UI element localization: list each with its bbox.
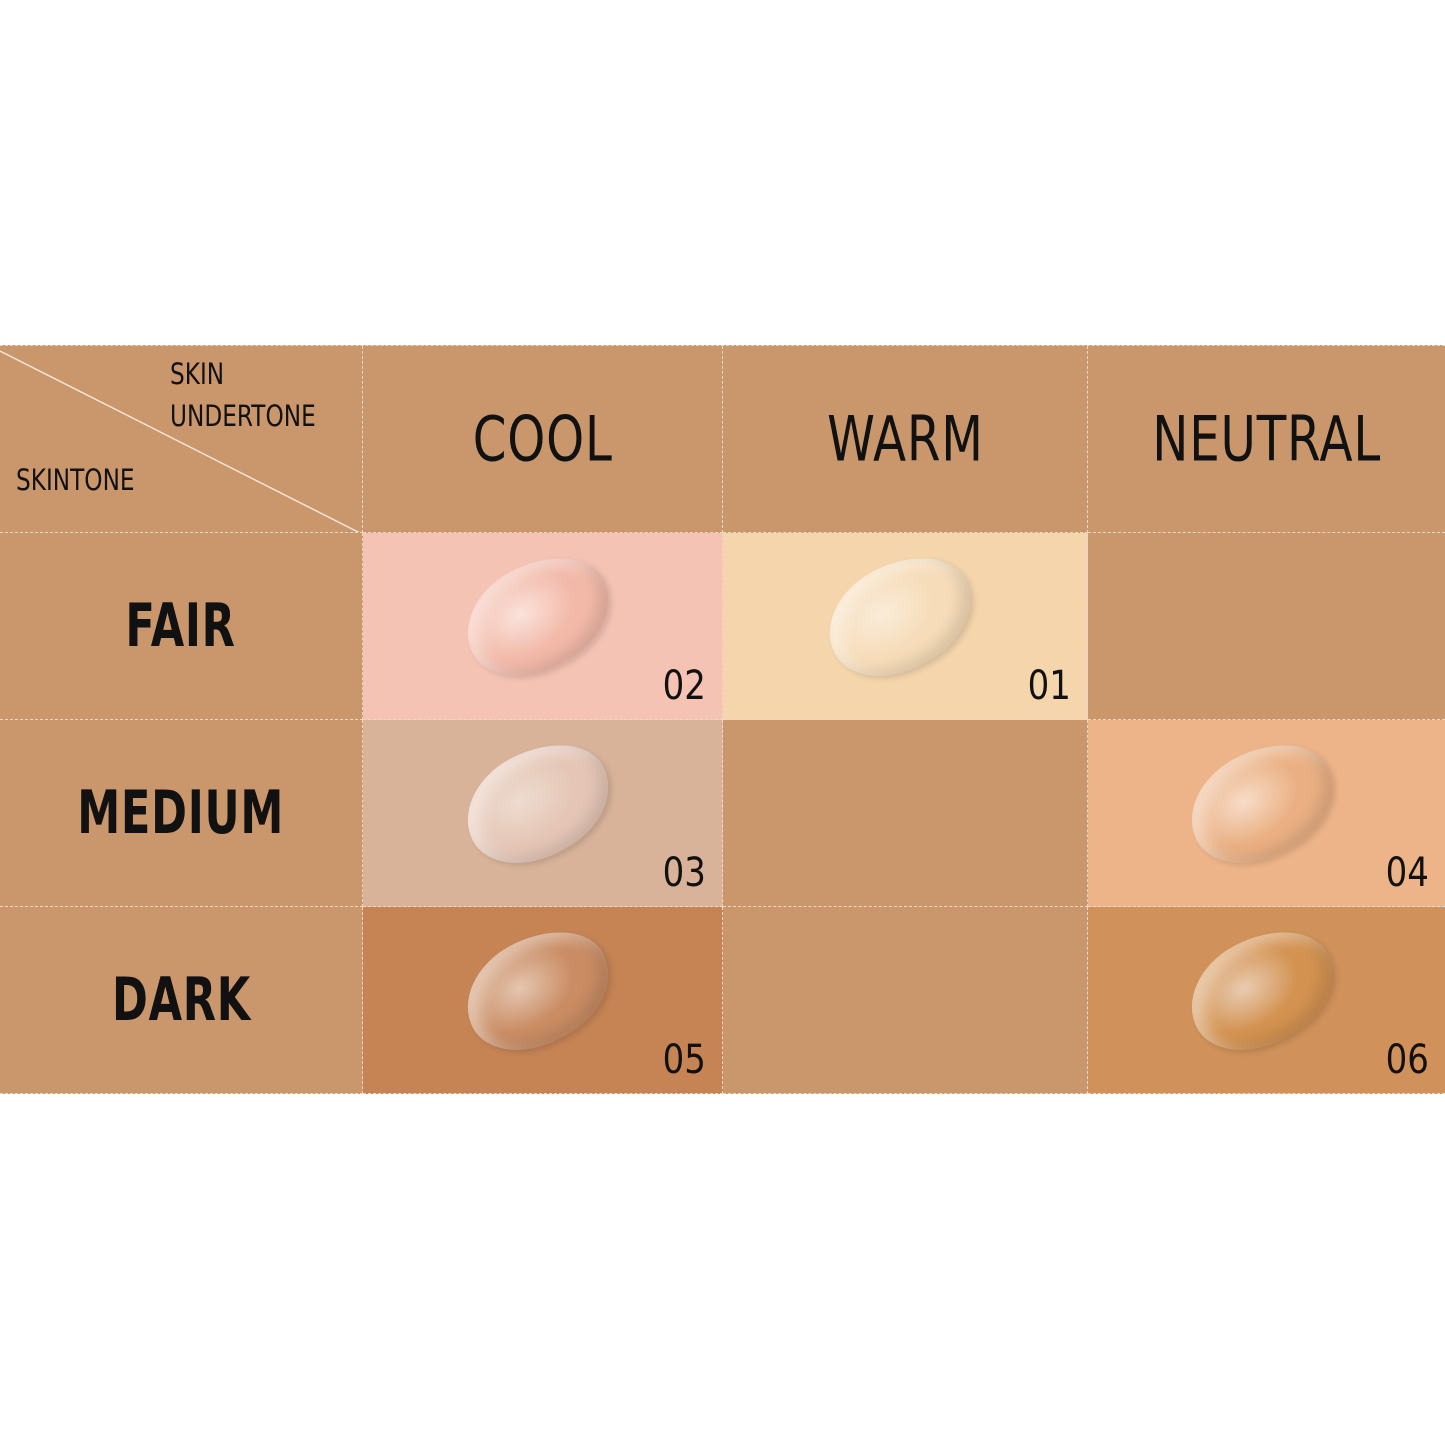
row-label: DARK <box>111 965 251 1035</box>
shade-cell-04: 04 <box>1088 720 1445 907</box>
corner-label-skin: SKIN <box>170 357 225 391</box>
corner-label-skintone: SKINTONE <box>16 463 135 497</box>
row-label: MEDIUM <box>77 778 285 848</box>
foundation-swatch <box>1170 721 1353 886</box>
diagonal-divider <box>0 350 360 532</box>
shade-number: 01 <box>1027 663 1071 709</box>
shade-number: 06 <box>1385 1037 1429 1083</box>
shade-matrix-table: SKIN UNDERTONE SKINTONE COOL WARM NEUTRA… <box>0 345 1445 1094</box>
row-header-medium: MEDIUM <box>0 720 363 907</box>
corner-label-undertone: UNDERTONE <box>170 399 316 433</box>
corner-header-cell: SKIN UNDERTONE SKINTONE <box>0 346 363 533</box>
foundation-swatch <box>1170 908 1353 1073</box>
column-header-neutral: NEUTRAL <box>1088 346 1445 533</box>
column-label: WARM <box>826 402 984 476</box>
column-label: COOL <box>472 402 613 476</box>
shade-number: 04 <box>1385 850 1429 896</box>
shade-cell-02: 02 <box>363 533 723 720</box>
shade-cell-01: 01 <box>723 533 1088 720</box>
shade-number: 03 <box>662 850 706 896</box>
shade-number: 02 <box>662 663 706 709</box>
foundation-swatch <box>809 534 991 699</box>
empty-cell <box>723 907 1088 1094</box>
row-header-dark: DARK <box>0 907 363 1094</box>
shade-number: 05 <box>662 1037 706 1083</box>
shade-cell-05: 05 <box>363 907 723 1094</box>
column-header-cool: COOL <box>363 346 723 533</box>
empty-cell <box>723 720 1088 907</box>
row-header-fair: FAIR <box>0 533 363 720</box>
shade-cell-06: 06 <box>1088 907 1445 1094</box>
foundation-swatch <box>446 908 629 1073</box>
shade-cell-03: 03 <box>363 720 723 907</box>
row-label: FAIR <box>125 591 237 661</box>
column-header-warm: WARM <box>723 346 1088 533</box>
foundation-swatch <box>446 721 629 886</box>
column-label: NEUTRAL <box>1152 402 1381 476</box>
empty-cell <box>1088 533 1445 720</box>
foundation-swatch <box>446 534 629 699</box>
